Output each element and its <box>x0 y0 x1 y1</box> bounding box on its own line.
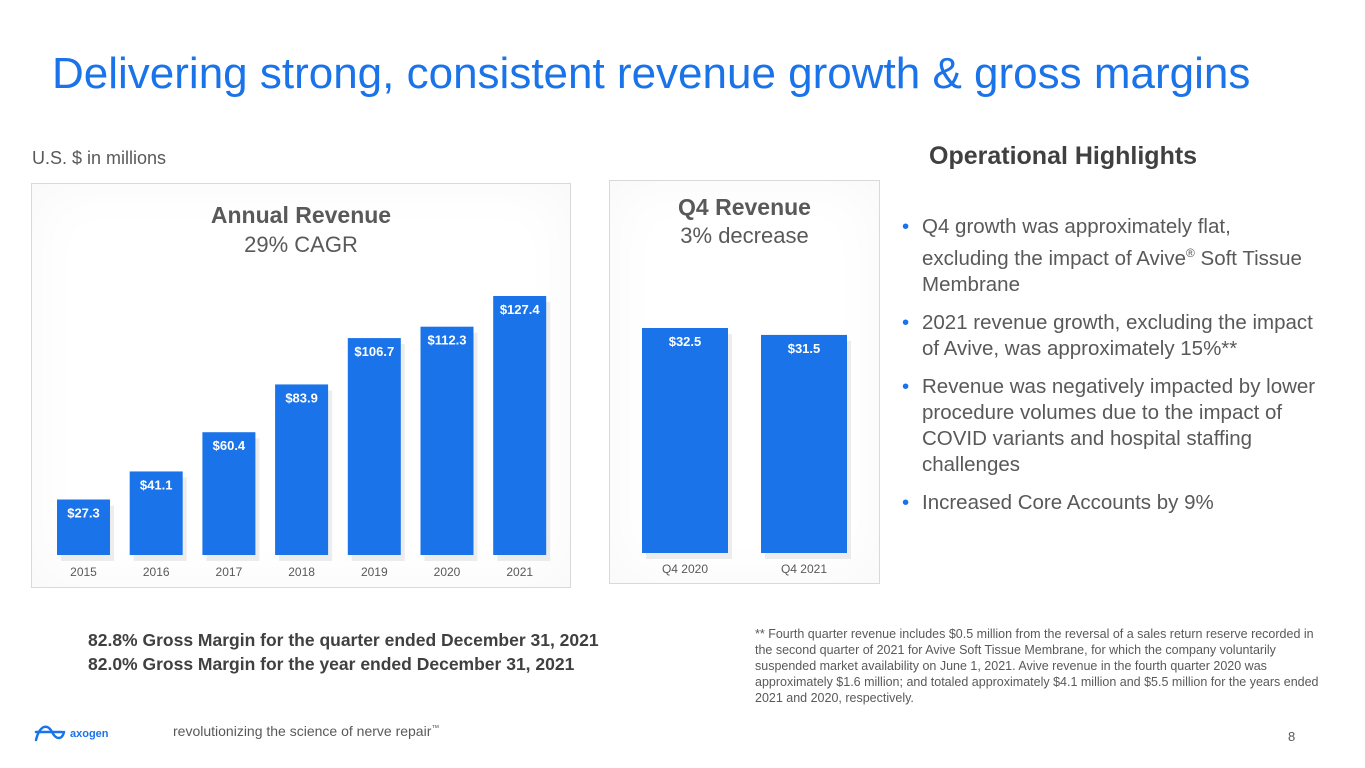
bullet-icon: • <box>902 490 910 514</box>
highlight-text-end: Soft Tissue Membrane <box>922 246 1302 296</box>
q4-chart-plot: $32.5 Q4 2020 $31.5 Q4 2021 <box>642 328 851 576</box>
x-tick-label: 2018 <box>288 565 315 579</box>
bullet-icon: • <box>902 215 910 238</box>
x-tick-label: Q4 2021 <box>781 562 827 576</box>
q4-revenue-chart: Q4 Revenue 3% decrease $32.5 Q4 2020 $31.5… <box>609 180 880 584</box>
gross-margin-year: 82.0% Gross Margin for the year ended De… <box>88 654 575 674</box>
bar-q4-2021 <box>761 334 847 553</box>
bar-2017 <box>202 432 256 555</box>
bullet-icon: • <box>902 310 910 334</box>
x-tick-label: 2016 <box>143 565 170 579</box>
axogen-logo: axogen <box>34 725 109 742</box>
tagline: revolutionizing the science of nerve rep… <box>173 723 439 739</box>
page-number: 8 <box>1288 729 1296 744</box>
trademark-mark: ™ <box>431 723 440 733</box>
q4-chart-subtitle: 3% decrease <box>680 223 809 248</box>
highlights-list: • Q4 growth was approximately flat, exclu… <box>900 214 1320 528</box>
annual-chart-plot: $27.3 2015 $41.1 2016 $60.4 2017 $83.9 2018 $106… <box>57 296 551 579</box>
x-tick-label: 2021 <box>506 565 533 579</box>
data-label: $27.3 <box>67 506 100 521</box>
x-tick-label: 2017 <box>216 565 243 579</box>
q4-chart-title: Q4 Revenue <box>678 194 811 220</box>
x-tick-label: Q4 2020 <box>662 562 708 576</box>
annual-chart-subtitle: 29% CAGR <box>244 232 358 257</box>
bar-2019 <box>347 338 401 555</box>
data-label: $127.4 <box>500 302 541 317</box>
x-tick-label: 2020 <box>434 565 461 579</box>
highlight-text: Q4 growth was approximately flat, exclud… <box>922 215 1231 270</box>
annual-chart-title: Annual Revenue <box>210 202 392 228</box>
highlight-item: • 2021 revenue growth, excluding the impa… <box>900 310 1320 362</box>
x-tick-label: 2015 <box>70 565 97 579</box>
units-label: U.S. $ in millions <box>32 148 167 168</box>
data-label: $106.7 <box>354 344 394 359</box>
data-label: $112.3 <box>427 333 466 348</box>
bar-2015 <box>57 499 110 555</box>
highlights-title: Operational Highlights <box>929 142 1198 170</box>
bar-2016 <box>129 471 183 555</box>
tagline-text: revolutionizing the science of nerve rep… <box>173 723 432 739</box>
annual-revenue-chart: Annual Revenue 29% CAGR $27.3 2015 $41.1 20… <box>31 183 571 588</box>
bar-q4-2020 <box>642 328 728 553</box>
bar-2018 <box>275 384 329 555</box>
highlight-text: Revenue was negatively impacted by lower… <box>922 374 1316 476</box>
highlight-item: • Increased Core Accounts by 9% <box>900 490 1320 516</box>
registered-mark: ® <box>1186 246 1195 260</box>
highlight-text: 2021 revenue growth, excluding the impac… <box>922 310 1313 360</box>
data-label: $32.5 <box>669 334 702 349</box>
data-label: $60.4 <box>213 438 246 453</box>
gross-margin-block: 82.8% Gross Margin for the quarter ended… <box>88 628 599 676</box>
bar-2021 <box>493 296 547 555</box>
bar-2020 <box>420 326 474 555</box>
highlight-item: • Revenue was negatively impacted by lowe… <box>900 374 1320 478</box>
bullet-icon: • <box>902 374 910 398</box>
x-tick-label: 2019 <box>361 565 388 579</box>
gross-margin-quarter: 82.8% Gross Margin for the quarter ended… <box>88 630 599 650</box>
highlight-text: Increased Core Accounts by 9% <box>922 490 1214 514</box>
data-label: $41.1 <box>140 477 173 492</box>
highlight-item: • Q4 growth was approximately flat, exclu… <box>900 214 1320 298</box>
data-label: $31.5 <box>788 341 821 356</box>
logo-wordmark: axogen <box>70 728 109 740</box>
slide-title: Delivering strong, consistent revenue gr… <box>52 49 1251 98</box>
data-label: $83.9 <box>285 390 318 405</box>
footnote: ** Fourth quarter revenue includes $0.5 … <box>755 627 1319 705</box>
